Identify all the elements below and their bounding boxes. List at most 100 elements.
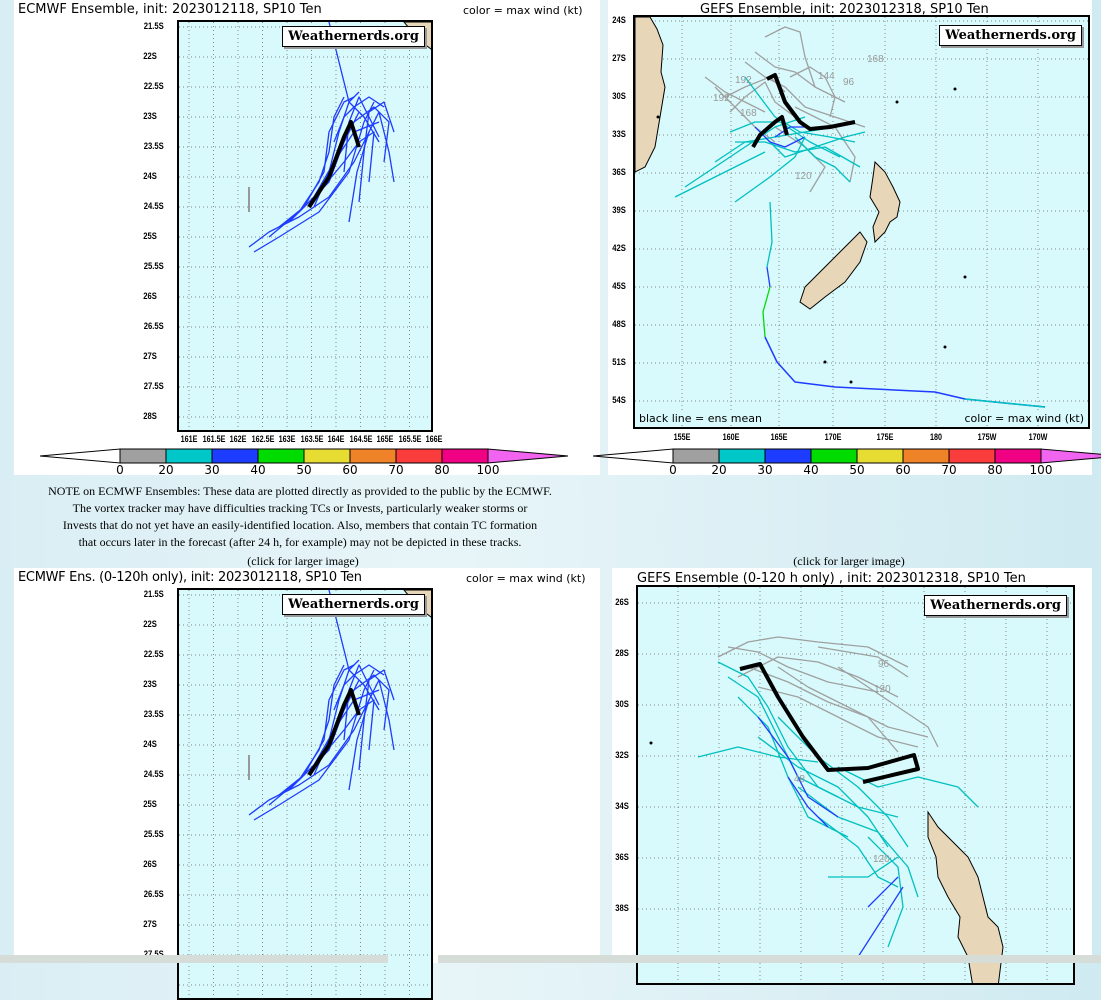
island-dot (943, 345, 947, 349)
colorbar-label: 60 (342, 463, 358, 477)
track-line (248, 699, 370, 816)
colorbar-segment (349, 448, 397, 464)
track-line (764, 26, 816, 88)
track-line (867, 876, 899, 908)
gefs-bottom-panel[interactable]: GEFS Ensemble (0-120 h only) , init: 202… (612, 568, 1092, 985)
track-line (674, 151, 766, 198)
track-line (278, 664, 355, 796)
colorbar-label: 30 (757, 463, 773, 477)
lon-tick-label: 161E (180, 434, 198, 444)
lat-tick-label: 26.5S (143, 321, 164, 331)
track-line (817, 646, 909, 678)
gefs-bottom-map[interactable]: 96 120 48 120 Weathernerds.org (636, 585, 1075, 985)
colorbar-low-arrow (40, 448, 121, 464)
track-line (338, 106, 390, 163)
lat-tick-label: 42S (612, 243, 626, 253)
lat-tick-label: 25.5S (143, 261, 164, 271)
gefs-top-title: GEFS Ensemble, init: 2023012318, SP10 Te… (700, 2, 989, 17)
lat-tick-label: 45S (612, 281, 626, 291)
track-line (717, 636, 909, 668)
colorbar-label: 40 (250, 463, 266, 477)
lon-tick-label: 161.5E (202, 434, 225, 444)
ecmwf-top-panel[interactable]: ECMWF Ensemble, init: 2023012118, SP10 T… (14, 0, 600, 477)
colorbar-label: 70 (941, 463, 957, 477)
forecast-hour-label: 96 (878, 659, 890, 670)
track-line (729, 121, 841, 158)
lon-tick-label: 162.5E (251, 434, 274, 444)
ecmwf-bottom-map[interactable]: Weathernerds.org (177, 588, 433, 1000)
lat-tick-label: 22S (143, 51, 157, 61)
lon-tick-label: 160E (722, 432, 740, 442)
track-line (766, 201, 773, 268)
gefs-top-map[interactable]: 168 144 96 192 192 168 120 Weathernerds.org bl… (633, 15, 1090, 429)
lon-tick-label: 164.5E (349, 434, 372, 444)
note-line: NOTE on ECMWF Ensembles: These data are … (48, 484, 552, 498)
colorbar-segment (764, 448, 812, 464)
scrollbar[interactable] (0, 955, 388, 963)
lon-tick-label: 170W (1028, 432, 1048, 442)
colorbar-label: 80 (987, 463, 1003, 477)
lat-tick-label: 21.5S (143, 589, 164, 599)
track-line (744, 76, 856, 143)
ecmwf-top-map[interactable]: Weathernerds.org (177, 20, 433, 432)
track-line (727, 676, 839, 798)
track-line (729, 81, 796, 118)
forecast-hour-label: 144 (818, 71, 835, 82)
track-line (348, 111, 395, 223)
track-line (777, 666, 929, 738)
track-line (348, 679, 395, 791)
lon-tick-label: 180 (929, 432, 943, 442)
colorbar-segment (902, 448, 950, 464)
lon-tick-label: 163.5E (300, 434, 323, 444)
track-line (358, 669, 395, 771)
mean-legend: black line = ens mean (639, 412, 762, 425)
lat-tick-label: 25.5S (143, 829, 164, 839)
track-line (774, 126, 810, 138)
ensemble-mean-line (739, 662, 920, 784)
track-line (817, 816, 899, 888)
click-larger-gefs[interactable]: (click for larger image) (793, 554, 905, 568)
lat-tick-label: 32S (615, 750, 629, 760)
lat-tick-label: 27.5S (143, 949, 164, 959)
click-larger-ecmwf[interactable]: (click for larger image) (247, 554, 359, 568)
colorbar-segment (810, 448, 858, 464)
lon-tick-label: 163E (278, 434, 296, 444)
track-line (764, 131, 866, 158)
track-line (704, 76, 766, 113)
track-line (794, 136, 851, 183)
gefs-top-panel[interactable]: GEFS Ensemble, init: 2023012318, SP10 Te… (593, 0, 1101, 477)
track-line (754, 51, 846, 103)
track-line (343, 664, 380, 741)
colorbar-segment (211, 448, 259, 464)
ecmwf-bottom-title: ECMWF Ens. (0-120h only), init: 20230121… (18, 570, 362, 585)
lat-tick-label: 25S (143, 799, 157, 809)
island-dot (895, 100, 899, 104)
lat-tick-label: 24.5S (143, 201, 164, 211)
lon-tick-label: 162E (229, 434, 247, 444)
forecast-hour-label: 96 (843, 77, 855, 88)
track-line (867, 836, 904, 948)
ensemble-mean-line (307, 120, 361, 209)
colorbar-segment (856, 448, 904, 464)
ecmwf-bottom-panel[interactable]: ECMWF Ens. (0-120h only), init: 20230121… (14, 568, 600, 1000)
lat-tick-label: 36S (615, 852, 629, 862)
colorbar-label: 50 (296, 463, 312, 477)
note-line: The vortex tracker may have difficulties… (72, 501, 528, 515)
lat-tick-label: 33S (612, 129, 626, 139)
track-line (757, 736, 889, 848)
colorbar-segment (165, 448, 213, 464)
lat-tick-label: 22.5S (143, 649, 164, 659)
note-line: Invests that do not yet have an easily-i… (62, 518, 538, 532)
watermark: Weathernerds.org (939, 25, 1082, 46)
lon-tick-label: 175E (876, 432, 894, 442)
track-line (794, 106, 856, 183)
color-legend: color = max wind (kt) (964, 412, 1084, 425)
ensemble-mean-line (751, 115, 789, 149)
scrollbar[interactable] (438, 955, 1101, 963)
track-line (764, 336, 1046, 408)
colorbar-segment (994, 448, 1042, 464)
lon-tick-label: 175W (977, 432, 997, 442)
colorbar-high-arrow (1040, 448, 1101, 464)
watermark: Weathernerds.org (282, 594, 425, 615)
track-line (777, 716, 909, 848)
